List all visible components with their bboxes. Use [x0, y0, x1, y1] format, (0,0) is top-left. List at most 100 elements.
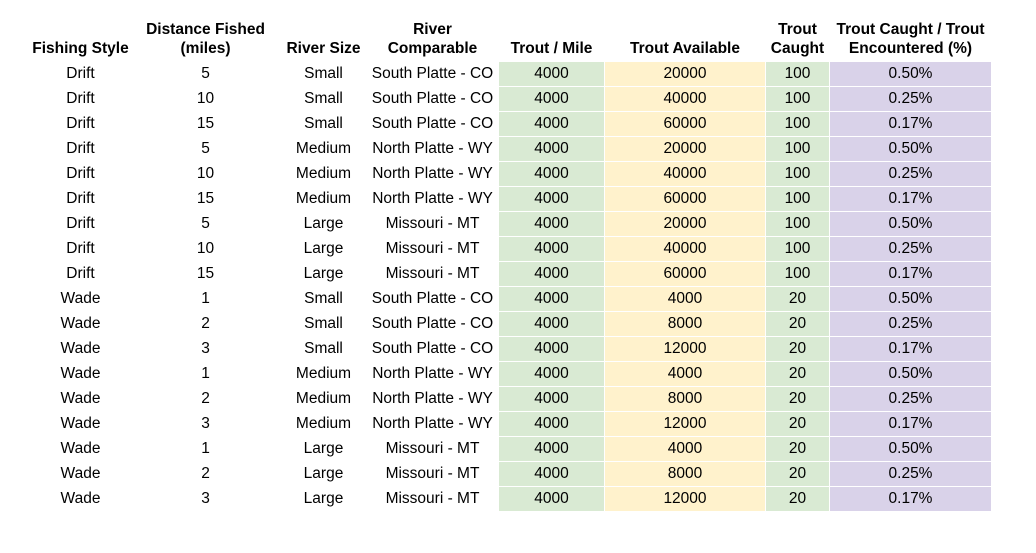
cell-fishing-style: Wade [30, 436, 131, 462]
cell-trout-available: 8000 [604, 311, 766, 337]
cell-distance-fished: 5 [130, 211, 281, 237]
cell-trout-available: 12000 [604, 336, 766, 362]
cell-trout-per-mile: 4000 [498, 261, 605, 287]
cell-catch-rate: 0.50% [829, 136, 992, 162]
table-row: Wade 2 Medium North Platte - WY 4000 8000 20 0.… [30, 386, 992, 412]
cell-fishing-style: Wade [30, 461, 131, 487]
cell-trout-caught: 20 [765, 361, 830, 387]
cell-river-comparable: North Platte - WY [366, 361, 499, 387]
cell-distance-fished: 3 [130, 336, 281, 362]
cell-catch-rate: 0.25% [829, 86, 992, 112]
cell-trout-available: 4000 [604, 361, 766, 387]
table-row: Drift 5 Medium North Platte - WY 4000 20000 10… [30, 136, 992, 162]
cell-fishing-style: Drift [30, 211, 131, 237]
cell-river-size: Small [280, 336, 367, 362]
cell-catch-rate: 0.50% [829, 211, 992, 237]
cell-catch-rate: 0.25% [829, 236, 992, 262]
table-row: Drift 10 Small South Platte - CO 4000 40000 10… [30, 86, 992, 112]
cell-trout-per-mile: 4000 [498, 461, 605, 487]
cell-river-comparable: North Platte - WY [366, 411, 499, 437]
cell-trout-available: 8000 [604, 386, 766, 412]
cell-distance-fished: 3 [130, 411, 281, 437]
table-row: Wade 3 Large Missouri - MT 4000 12000 20 0.17% [30, 486, 992, 512]
cell-river-comparable: North Platte - WY [366, 136, 499, 162]
cell-trout-per-mile: 4000 [498, 361, 605, 387]
cell-trout-per-mile: 4000 [498, 486, 605, 512]
cell-river-comparable: Missouri - MT [366, 261, 499, 287]
table-row: Drift 5 Large Missouri - MT 4000 20000 100 0.50… [30, 211, 992, 237]
cell-distance-fished: 1 [130, 436, 281, 462]
cell-trout-per-mile: 4000 [498, 161, 605, 187]
cell-catch-rate: 0.17% [829, 486, 992, 512]
table-row: Drift 5 Small South Platte - CO 4000 20000 100… [30, 61, 992, 87]
cell-trout-caught: 20 [765, 411, 830, 437]
cell-distance-fished: 2 [130, 461, 281, 487]
cell-distance-fished: 10 [130, 161, 281, 187]
cell-trout-per-mile: 4000 [498, 186, 605, 212]
cell-catch-rate: 0.50% [829, 436, 992, 462]
cell-river-size: Large [280, 486, 367, 512]
cell-fishing-style: Drift [30, 186, 131, 212]
column-header-trout-per-mile: Trout / Mile [510, 40, 593, 57]
cell-trout-caught: 100 [765, 61, 830, 87]
cell-trout-per-mile: 4000 [498, 286, 605, 312]
cell-distance-fished: 10 [130, 86, 281, 112]
table-row: Wade 1 Large Missouri - MT 4000 4000 20 0.50% [30, 436, 992, 462]
cell-catch-rate: 0.25% [829, 311, 992, 337]
cell-trout-caught: 100 [765, 261, 830, 287]
cell-fishing-style: Wade [30, 286, 131, 312]
cell-trout-per-mile: 4000 [498, 86, 605, 112]
cell-distance-fished: 10 [130, 236, 281, 262]
table-row: Drift 10 Medium North Platte - WY 4000 40000 1… [30, 161, 992, 187]
cell-distance-fished: 2 [130, 386, 281, 412]
cell-fishing-style: Drift [30, 86, 131, 112]
cell-fishing-style: Wade [30, 311, 131, 337]
cell-catch-rate: 0.25% [829, 161, 992, 187]
table-row: Drift 15 Large Missouri - MT 4000 60000 100 0.1… [30, 261, 992, 287]
cell-river-size: Medium [280, 161, 367, 187]
cell-trout-available: 40000 [604, 236, 766, 262]
cell-river-comparable: South Platte - CO [366, 61, 499, 87]
cell-trout-available: 20000 [604, 136, 766, 162]
cell-distance-fished: 15 [130, 111, 281, 137]
column-header-river-comparable: River Comparable [387, 21, 478, 57]
cell-river-comparable: North Platte - WY [366, 386, 499, 412]
cell-river-comparable: South Platte - CO [366, 311, 499, 337]
cell-trout-caught: 100 [765, 111, 830, 137]
cell-catch-rate: 0.17% [829, 111, 992, 137]
cell-river-size: Medium [280, 386, 367, 412]
cell-trout-available: 12000 [604, 486, 766, 512]
cell-trout-per-mile: 4000 [498, 386, 605, 412]
table-row: Wade 2 Large Missouri - MT 4000 8000 20 0.25% [30, 461, 992, 487]
table-row: Drift 15 Small South Platte - CO 4000 60000 10… [30, 111, 992, 137]
cell-catch-rate: 0.17% [829, 186, 992, 212]
cell-trout-caught: 100 [765, 86, 830, 112]
cell-trout-available: 8000 [604, 461, 766, 487]
table-row: Wade 2 Small South Platte - CO 4000 8000 20 0.2… [30, 311, 992, 337]
cell-distance-fished: 15 [130, 261, 281, 287]
cell-trout-available: 4000 [604, 436, 766, 462]
cell-trout-available: 12000 [604, 411, 766, 437]
cell-trout-per-mile: 4000 [498, 411, 605, 437]
table-row: Drift 10 Large Missouri - MT 4000 40000 100 0.2… [30, 236, 992, 262]
cell-distance-fished: 5 [130, 61, 281, 87]
cell-river-size: Large [280, 211, 367, 237]
cell-river-comparable: Missouri - MT [366, 236, 499, 262]
cell-trout-per-mile: 4000 [498, 61, 605, 87]
cell-fishing-style: Drift [30, 111, 131, 137]
column-header-distance-fished: Distance Fished (miles) [146, 21, 265, 57]
cell-trout-caught: 20 [765, 461, 830, 487]
cell-trout-caught: 20 [765, 436, 830, 462]
cell-catch-rate: 0.17% [829, 411, 992, 437]
cell-river-size: Medium [280, 361, 367, 387]
cell-distance-fished: 15 [130, 186, 281, 212]
cell-distance-fished: 2 [130, 311, 281, 337]
cell-distance-fished: 3 [130, 486, 281, 512]
column-header-fishing-style: Fishing Style [32, 40, 129, 57]
cell-river-comparable: South Platte - CO [366, 86, 499, 112]
cell-river-size: Large [280, 261, 367, 287]
cell-catch-rate: 0.25% [829, 461, 992, 487]
cell-fishing-style: Wade [30, 486, 131, 512]
cell-river-size: Medium [280, 186, 367, 212]
cell-trout-per-mile: 4000 [498, 111, 605, 137]
